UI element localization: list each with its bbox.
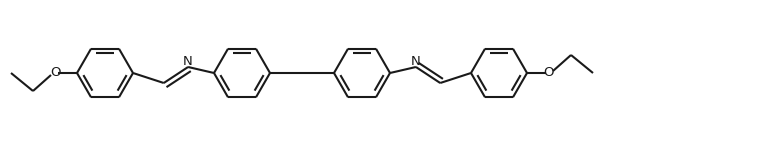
Text: O: O — [544, 67, 555, 79]
Text: N: N — [411, 55, 421, 68]
Text: O: O — [50, 67, 60, 79]
Text: N: N — [183, 55, 193, 68]
